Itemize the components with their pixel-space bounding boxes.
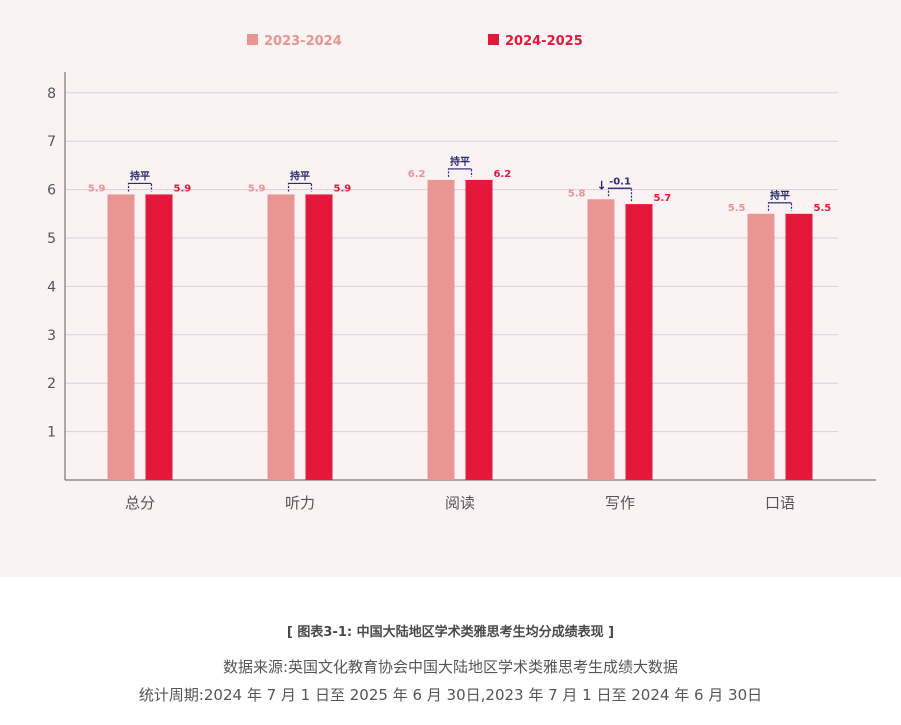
statistics-period-note: 统计周期:2024 年 7 月 1 日至 2025 年 6 月 30日,2023… (138, 686, 763, 704)
comparison-bracket (127, 182, 153, 192)
value-label-2024-2025: 5.5 (814, 203, 832, 214)
y-tick-label: 2 (47, 376, 56, 392)
value-label-2024-2025: 6.2 (494, 169, 512, 180)
value-label-2024-2025: 5.7 (654, 193, 672, 204)
comparison-bracket (287, 182, 313, 192)
down-arrow-icon: ↓ (596, 178, 606, 192)
value-label-2023-2024: 6.2 (408, 169, 426, 180)
comparison-bracket (447, 168, 473, 177)
bar-2024-2025 (145, 194, 173, 480)
y-tick-label: 5 (47, 231, 56, 247)
chart-panel: 1 2 3 4 5 6 7 8 2023-2024 2024-2025 5.9 5.9 持平总分 5.9 5… (0, 0, 901, 577)
x-category-label: 写作 (605, 494, 635, 512)
legend-label: 2023-2024 (264, 34, 342, 49)
y-tick-label: 8 (47, 86, 56, 102)
comparison-bracket (767, 202, 793, 211)
value-label-2024-2025: 5.9 (334, 183, 352, 194)
bar-2023-2024 (427, 179, 455, 481)
value-label-2024-2025: 5.9 (174, 183, 192, 194)
legend-label: 2024-2025 (505, 34, 583, 49)
change-label: -0.1 (609, 176, 631, 187)
value-label-2023-2024: 5.5 (728, 203, 746, 214)
x-category-label: 口语 (765, 494, 795, 512)
comparison-bracket (607, 187, 633, 202)
bar-2024-2025 (305, 194, 333, 480)
legend-swatch (488, 34, 499, 45)
y-tick-label: 6 (47, 183, 56, 199)
bar-2023-2024 (107, 194, 135, 480)
bar-2024-2025 (625, 204, 653, 480)
value-label-2023-2024: 5.9 (88, 183, 106, 194)
x-category-label: 总分 (125, 494, 155, 512)
value-label-2023-2024: 5.9 (248, 183, 266, 194)
y-tick-label: 3 (47, 328, 56, 344)
bar-2023-2024 (267, 194, 295, 480)
bar-2024-2025 (465, 179, 493, 481)
change-label: 持平 (770, 189, 790, 202)
chart-caption-title: [ 图表3-1: 中国大陆地区学术类雅思考生均分成绩表现 ] (286, 625, 615, 640)
data-source-note: 数据来源:英国文化教育协会中国大陆地区学术类雅思考生成绩大数据 (222, 658, 679, 676)
x-category-label: 阅读 (445, 494, 475, 512)
legend-swatch (247, 34, 258, 45)
bar-2023-2024 (587, 199, 615, 480)
change-label: 持平 (450, 155, 470, 168)
change-label: 持平 (130, 169, 150, 182)
y-tick-label: 4 (47, 279, 56, 295)
bar-2023-2024 (747, 213, 775, 481)
y-tick-label: 7 (47, 134, 56, 150)
y-tick-label: 1 (47, 425, 56, 441)
value-label-2023-2024: 5.8 (568, 188, 586, 199)
x-category-label: 听力 (285, 494, 315, 512)
bar-2024-2025 (785, 213, 813, 481)
change-label: 持平 (290, 169, 310, 182)
